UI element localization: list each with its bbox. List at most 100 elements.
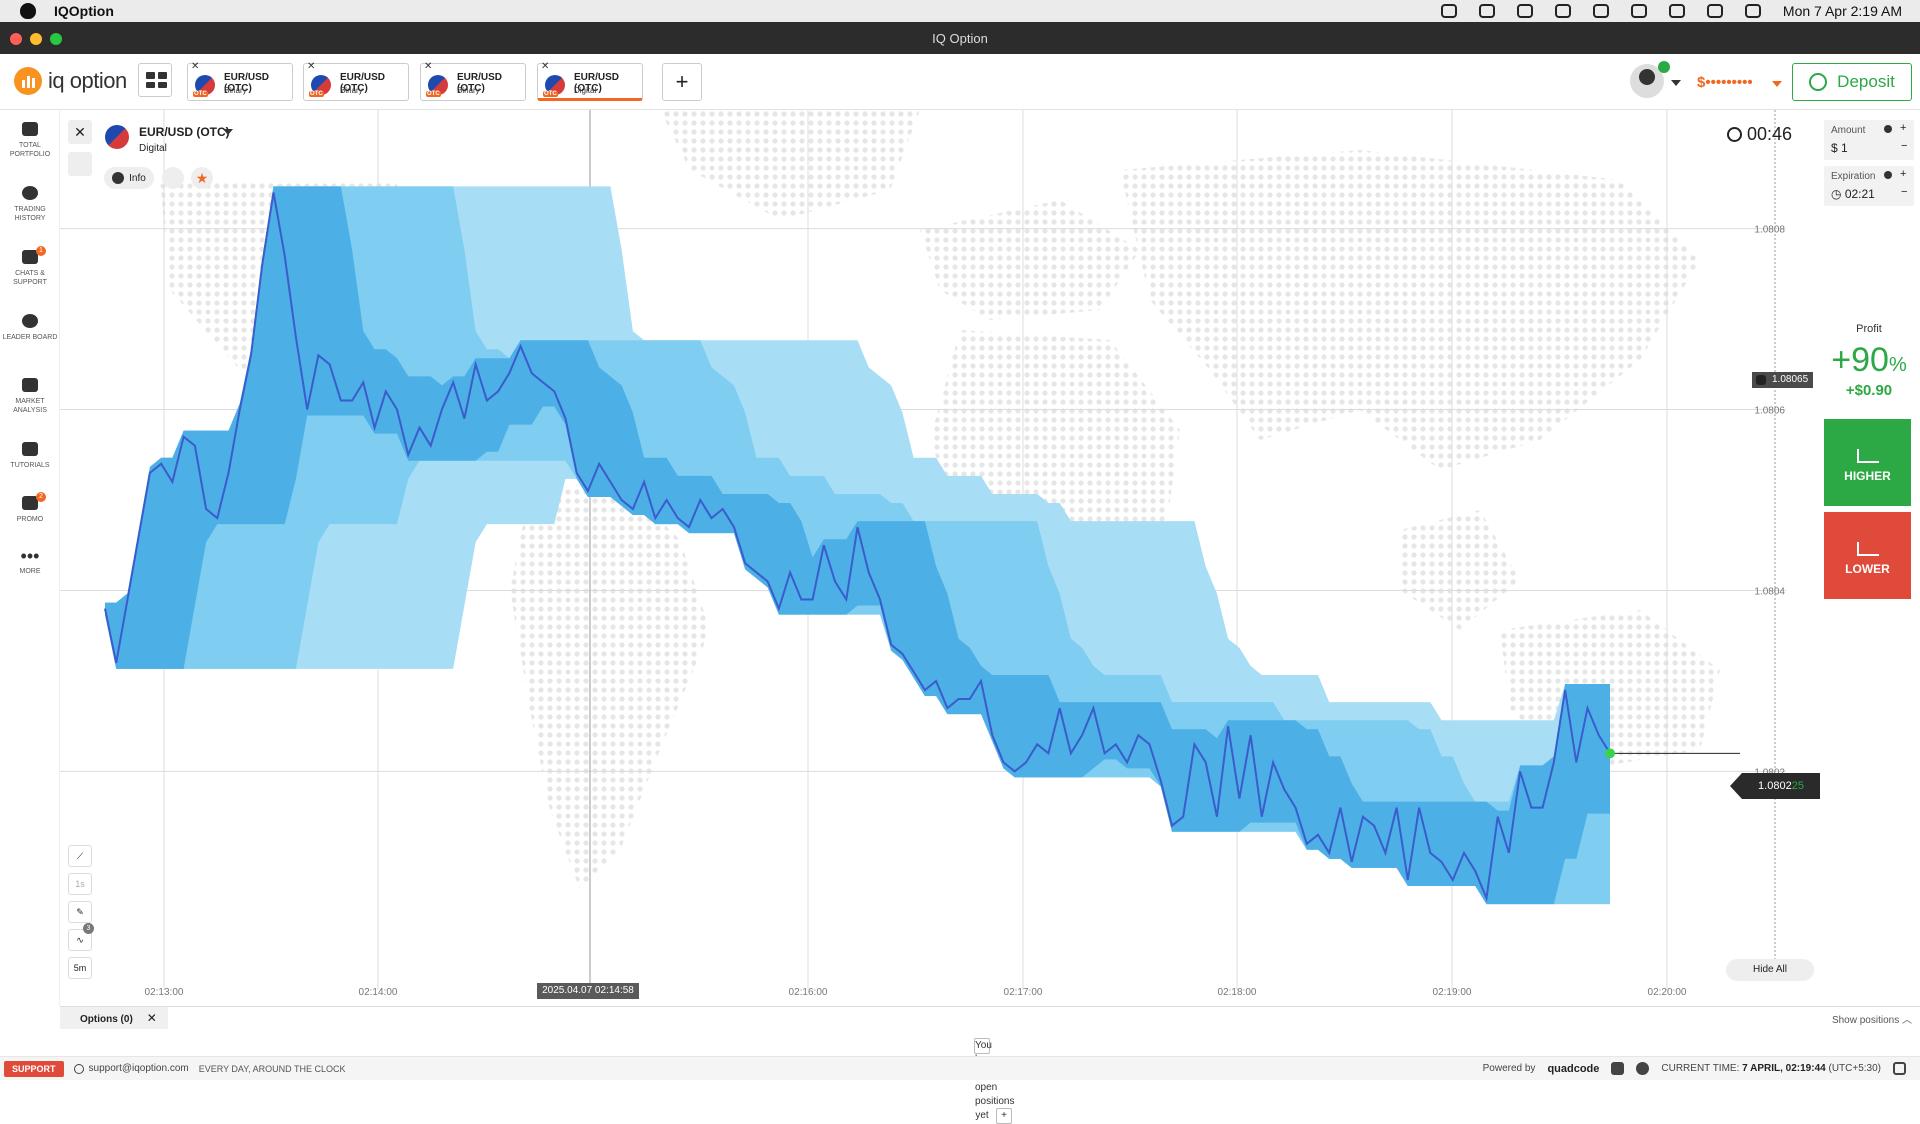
- crosshair-time-label: 2025.04.07 02:14:58: [537, 983, 639, 999]
- verified-icon: [1658, 61, 1670, 73]
- sidebar-item-tutorials[interactable]: TUTORIALS: [0, 442, 60, 470]
- chevron-down-icon[interactable]: [1772, 81, 1782, 87]
- asset-type: Digital: [139, 143, 167, 154]
- candle-interval-button[interactable]: 1s: [68, 873, 92, 895]
- volume-icon[interactable]: [1611, 1062, 1625, 1075]
- app-menu-name[interactable]: IQOption: [54, 3, 114, 19]
- brightness-icon[interactable]: [1554, 4, 1571, 18]
- sidebar-item-more[interactable]: ••• MORE: [0, 547, 60, 576]
- stopwatch-icon: [1727, 127, 1742, 142]
- mute-icon[interactable]: [1630, 4, 1647, 18]
- deposit-label: Deposit: [1837, 72, 1895, 91]
- headphones-icon[interactable]: [1592, 4, 1609, 18]
- x-axis: 02:13:00 02:14:00 02:16:00 02:17:00 02:18:00…: [145, 987, 1687, 998]
- profit-amount: +$0.90: [1845, 382, 1893, 399]
- chart-type-button[interactable]: ⟋: [68, 845, 92, 867]
- zoom-window-button[interactable]: [50, 33, 62, 45]
- apple-icon[interactable]: [20, 3, 36, 19]
- close-tab-icon[interactable]: ✕: [541, 61, 550, 72]
- tab-asset-type: Digital: [574, 86, 597, 95]
- asset-tab-3[interactable]: ✕ OTC EUR/USD (OTC) Binary: [420, 61, 526, 101]
- wifi-icon[interactable]: [1668, 4, 1685, 18]
- amount-field[interactable]: Amount + $ 1 −: [1824, 120, 1914, 160]
- deposit-button[interactable]: Deposit: [1792, 63, 1912, 101]
- iq-option-logo[interactable]: iq option: [14, 67, 127, 95]
- y-tick-label: 1.0806: [1754, 406, 1785, 417]
- higher-button[interactable]: HIGHER: [1824, 419, 1911, 506]
- current-price-label: 1.080225: [1730, 773, 1820, 799]
- add-tab-button[interactable]: +: [662, 63, 702, 101]
- sidebar-item-portfolio[interactable]: TOTAL PORTFOLIO: [0, 122, 60, 159]
- show-positions-toggle[interactable]: Show positions ︿: [1831, 1015, 1912, 1026]
- sidebar-item-promo[interactable]: 2 PROMO: [0, 492, 60, 524]
- sidebar-item-history[interactable]: TRADING HISTORY: [0, 186, 60, 223]
- close-tab-icon[interactable]: ✕: [424, 61, 433, 72]
- asset-tab-2[interactable]: ✕ OTC EUR/USD (OTC) Binary: [303, 61, 409, 101]
- fullscreen-icon[interactable]: [1893, 1062, 1906, 1075]
- asset-grid-button[interactable]: [138, 63, 172, 97]
- chevron-down-icon[interactable]: [1671, 80, 1681, 86]
- indicators-button[interactable]: ∿ 3: [68, 923, 94, 951]
- price-last-digits: 25: [1791, 780, 1804, 792]
- asset-tab-4-active[interactable]: ✕ OTC EUR/USD (OTC) Digital: [537, 61, 643, 101]
- help-icon[interactable]: [1884, 171, 1892, 179]
- search-icon[interactable]: [1706, 4, 1723, 18]
- add-position-button[interactable]: +: [996, 1108, 1012, 1124]
- trade-panel: Amount + $ 1 − Expiration + ◷ 02:21 − Pr…: [1786, 110, 1920, 1006]
- close-window-button[interactable]: [10, 33, 22, 45]
- vpn-icon[interactable]: [1516, 4, 1533, 18]
- x-tick-label: 02:17:00: [1004, 987, 1043, 998]
- amount-increase-button[interactable]: +: [1900, 122, 1907, 134]
- tab-asset-name: EUR/USD (OTC): [340, 72, 386, 94]
- asset-name[interactable]: EUR/USD (OTC): [139, 125, 230, 139]
- eur-usd-flag-icon: OTC: [426, 75, 448, 97]
- close-tab-icon[interactable]: ✕: [191, 61, 200, 72]
- options-tab[interactable]: Options (0) ✕: [60, 1007, 168, 1029]
- chat-badge: 1: [36, 246, 46, 256]
- chart-area[interactable]: 1.0808 1.0806 1.0804 1.0802 02:13:00 02:14:0…: [60, 110, 1786, 1006]
- price-line: [104, 192, 1611, 902]
- close-icon[interactable]: ✕: [146, 1011, 157, 1025]
- chevron-down-icon[interactable]: [223, 129, 233, 135]
- eur-usd-flag-icon: OTC: [543, 75, 565, 97]
- star-icon[interactable]: ★: [191, 167, 213, 189]
- quadcode-logo[interactable]: quadcode: [1547, 1062, 1600, 1075]
- menu-clock[interactable]: Mon 7 Apr 2:19 AM: [1782, 3, 1902, 19]
- expiration-field[interactable]: Expiration + ◷ 02:21 −: [1824, 166, 1914, 206]
- amount-decrease-button[interactable]: −: [1901, 140, 1908, 152]
- hide-all-button[interactable]: Hide All: [1726, 959, 1814, 981]
- amount-value[interactable]: $ 1: [1831, 141, 1848, 155]
- price-chart[interactable]: 1.0808 1.0806 1.0804 1.0802 02:13:00 02:14:0…: [60, 110, 1786, 1006]
- bell-icon[interactable]: [162, 167, 184, 189]
- expiration-label: Expiration: [1831, 171, 1876, 182]
- sidebar-item-leaderboard[interactable]: LEADER BOARD: [0, 314, 60, 342]
- app-header: iq option ✕ OTC EUR/USD (OTC) Binary ✕ O…: [0, 54, 1920, 110]
- mac-menu-bar: IQOption Mon 7 Apr 2:19 AM: [0, 0, 1920, 22]
- sidebar-item-chats[interactable]: 1 CHATS & SUPPORT: [13, 246, 47, 286]
- asset-tab-1[interactable]: ✕ OTC EUR/USD (OTC) Binary: [187, 61, 293, 101]
- collapse-icon[interactable]: [68, 152, 92, 176]
- avatar[interactable]: [1630, 61, 1670, 98]
- expiration-increase-button[interactable]: +: [1900, 168, 1907, 180]
- control-center-icon[interactable]: [1744, 4, 1761, 18]
- close-chart-icon[interactable]: ✕: [68, 120, 92, 144]
- bell-icon: [1756, 375, 1766, 385]
- support-email[interactable]: support@iqoption.com: [73, 1063, 189, 1074]
- grammarly-icon[interactable]: [1478, 4, 1495, 18]
- cloud-icon[interactable]: [1440, 4, 1457, 18]
- timeframe-button[interactable]: 5m: [68, 957, 92, 979]
- sidebar-item-market-analysis[interactable]: MARKET ANALYSIS: [0, 378, 60, 415]
- balance-display[interactable]: $•••••••••: [1697, 74, 1753, 91]
- info-button[interactable]: Info: [104, 167, 154, 189]
- trend-up-icon: [1856, 449, 1879, 463]
- close-tab-icon[interactable]: ✕: [307, 61, 316, 72]
- price-alert-label[interactable]: 1.08065: [1752, 372, 1814, 388]
- settings-icon[interactable]: [1636, 1062, 1650, 1075]
- lower-button[interactable]: LOWER: [1824, 512, 1911, 599]
- drawing-tools-button[interactable]: ✎: [68, 901, 92, 923]
- help-icon[interactable]: [1884, 125, 1892, 133]
- minimize-window-button[interactable]: [30, 33, 42, 45]
- support-button[interactable]: SUPPORT: [4, 1060, 64, 1077]
- expiration-decrease-button[interactable]: −: [1901, 186, 1908, 198]
- expiration-value[interactable]: ◷ 02:21: [1831, 187, 1875, 201]
